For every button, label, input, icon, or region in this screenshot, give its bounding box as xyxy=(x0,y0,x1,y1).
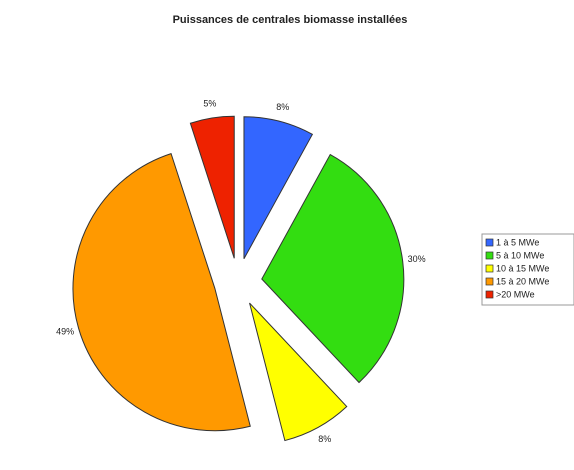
slice-label: 8% xyxy=(318,434,331,444)
pie-slice xyxy=(249,302,348,442)
slice-label: 8% xyxy=(276,102,289,112)
legend-box xyxy=(481,233,574,306)
chart-title: Puissances de centrales biomasse install… xyxy=(173,14,408,26)
legend-label: 10 à 15 MWe xyxy=(496,263,549,273)
slice-label: 30% xyxy=(408,254,426,264)
legend-swatch xyxy=(485,251,494,260)
legend-swatch xyxy=(485,264,494,273)
slice-label: 5% xyxy=(203,99,216,109)
slice-label: 49% xyxy=(56,327,74,337)
pie-slice xyxy=(72,153,251,432)
legend-swatch xyxy=(485,238,494,247)
legend-swatch xyxy=(485,290,494,299)
legend-label: 5 à 10 MWe xyxy=(496,250,544,260)
legend-label: 15 à 20 MWe xyxy=(496,276,549,286)
pie-slice xyxy=(189,115,235,259)
pie-slice xyxy=(243,116,314,259)
legend-label: 1 à 5 MWe xyxy=(496,237,539,247)
pie-slice xyxy=(261,153,405,384)
legend-label: >20 MWe xyxy=(496,289,535,299)
legend-swatch xyxy=(485,277,494,286)
